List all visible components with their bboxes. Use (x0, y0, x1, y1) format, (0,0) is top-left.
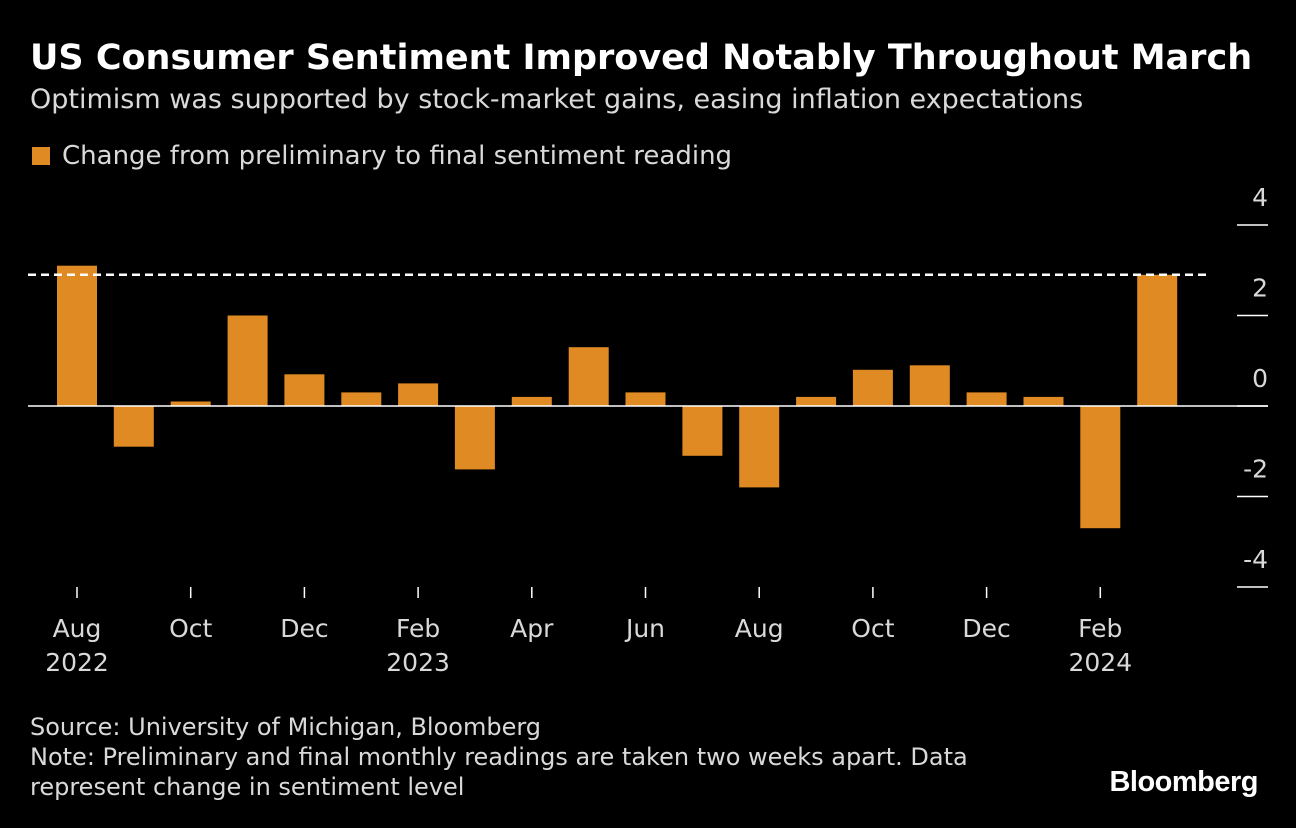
bar-2 (170, 401, 211, 406)
y-tick-label-0: 4 (1252, 183, 1268, 212)
note-text-line-2: represent change in sentiment level (30, 773, 465, 801)
bar-17 (1023, 396, 1064, 406)
y-tick-label-3: -2 (1243, 455, 1268, 484)
x-tick-year-label-9: 2024 (1068, 648, 1132, 677)
legend-swatch (32, 147, 50, 165)
x-tick-label-6: Aug (735, 614, 784, 643)
x-tick-label-0: Aug (53, 614, 102, 643)
x-tick-label-5: Jun (624, 614, 665, 643)
bar-6 (398, 383, 439, 406)
chart-subtitle: Optimism was supported by stock-market g… (30, 84, 1084, 115)
bar-15 (909, 365, 950, 406)
bar-4 (284, 374, 325, 406)
legend: Change from preliminary to final sentime… (32, 141, 732, 171)
y-tick-label-1: 2 (1252, 274, 1268, 303)
y-tick-label-2: 0 (1252, 364, 1268, 393)
bar-3 (227, 315, 268, 406)
bar-11 (682, 406, 723, 456)
bars-layer (57, 265, 1178, 529)
bar-0 (57, 265, 97, 406)
bar-14 (852, 369, 893, 406)
bar-7 (454, 406, 495, 470)
x-tick-label-7: Oct (851, 614, 894, 643)
x-tick-label-9: Feb (1078, 614, 1122, 643)
legend-label: Change from preliminary to final sentime… (62, 141, 733, 171)
x-tick-year-label-3: 2023 (386, 648, 450, 677)
bar-12 (739, 406, 780, 488)
axis-layer: 4 2 0 -2 -4 Aug 2022 Oct Dec Feb 2023 Apr Jun Aug Oct D… (28, 183, 1268, 677)
bar-13 (796, 396, 837, 406)
x-tick-label-2: Dec (280, 614, 328, 643)
x-tick-label-3: Feb (396, 614, 440, 643)
source-text: Source: University of Michigan, Bloomber… (30, 713, 542, 741)
bar-5 (341, 392, 382, 406)
bar-1 (113, 406, 154, 447)
x-tick-label-8: Dec (962, 614, 1010, 643)
chart-title: US Consumer Sentiment Improved Notably T… (30, 38, 1253, 78)
bloomberg-logo: Bloomberg (1109, 766, 1258, 798)
x-tick-label-1: Oct (169, 614, 212, 643)
x-tick-label-4: Apr (510, 614, 554, 643)
note-text-line-1: Note: Preliminary and final monthly read… (30, 743, 968, 771)
y-tick-label-4: -4 (1243, 545, 1268, 574)
bar-8 (511, 396, 552, 406)
bar-19 (1137, 274, 1178, 406)
footer: Source: University of Michigan, Bloomber… (30, 712, 968, 802)
bar-16 (966, 392, 1007, 406)
x-tick-year-label-0: 2022 (45, 648, 109, 677)
bar-10 (625, 392, 666, 406)
bar-18 (1080, 406, 1121, 529)
bar-chart: 4 2 0 -2 -4 Aug 2022 Oct Dec Feb 2023 Apr Jun Aug Oct D… (28, 183, 1268, 677)
bar-9 (568, 347, 609, 406)
